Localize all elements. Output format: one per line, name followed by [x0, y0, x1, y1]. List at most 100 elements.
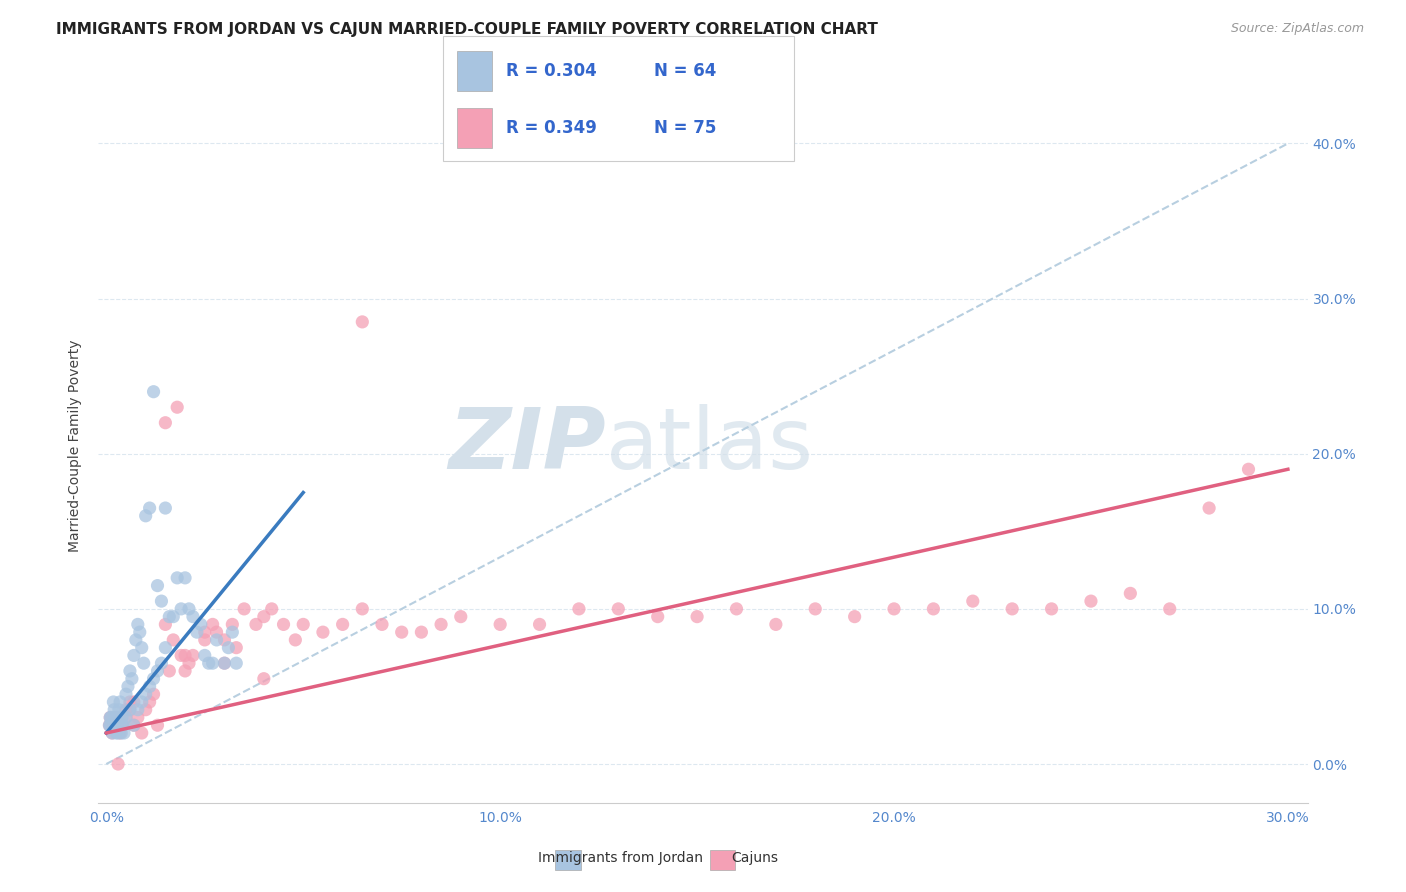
Point	[118, 695, 141, 709]
Point	[138, 680, 160, 694]
Text: Immigrants from Jordan: Immigrants from Jordan	[538, 851, 703, 865]
Point	[166, 401, 188, 415]
Point	[142, 672, 165, 686]
Point	[146, 579, 169, 593]
Text: ZIP: ZIP	[449, 404, 606, 488]
Point	[111, 718, 134, 732]
Point	[205, 625, 228, 640]
Point	[104, 710, 127, 724]
Point	[371, 617, 394, 632]
Point	[205, 632, 228, 647]
Point	[201, 617, 224, 632]
FancyBboxPatch shape	[457, 108, 492, 148]
Point	[245, 617, 267, 632]
Point	[529, 617, 551, 632]
Point	[131, 726, 153, 740]
Point	[430, 617, 453, 632]
Point	[170, 602, 193, 616]
Point	[138, 695, 160, 709]
Point	[177, 656, 200, 670]
Point	[162, 609, 184, 624]
Point	[98, 710, 121, 724]
Point	[922, 602, 945, 616]
Point	[292, 617, 315, 632]
Text: N = 64: N = 64	[654, 62, 716, 79]
Point	[131, 640, 153, 655]
Text: Cajuns: Cajuns	[731, 851, 778, 865]
Point	[118, 703, 141, 717]
Point	[1001, 602, 1024, 616]
Point	[107, 726, 129, 740]
Point	[108, 726, 131, 740]
Point	[107, 757, 129, 772]
Point	[105, 710, 128, 724]
Point	[138, 501, 160, 516]
Point	[122, 695, 145, 709]
Point	[150, 656, 173, 670]
Point	[1237, 462, 1260, 476]
Point	[1080, 594, 1102, 608]
FancyBboxPatch shape	[457, 51, 492, 91]
Point	[1198, 501, 1220, 516]
Point	[103, 703, 125, 717]
Text: atlas: atlas	[606, 404, 814, 488]
Point	[118, 703, 141, 717]
Point	[194, 625, 217, 640]
Point	[962, 594, 984, 608]
Point	[98, 718, 121, 732]
Point	[607, 602, 630, 616]
FancyBboxPatch shape	[443, 36, 794, 161]
Point	[352, 602, 374, 616]
Point	[450, 609, 472, 624]
Point	[131, 695, 153, 709]
Point	[103, 718, 125, 732]
Point	[217, 640, 239, 655]
Point	[111, 718, 134, 732]
Point	[221, 625, 243, 640]
Point	[103, 718, 125, 732]
Point	[98, 710, 121, 724]
Text: Source: ZipAtlas.com: Source: ZipAtlas.com	[1230, 22, 1364, 36]
Point	[214, 656, 236, 670]
Point	[253, 672, 276, 686]
Point	[765, 617, 787, 632]
Point	[146, 718, 169, 732]
Text: R = 0.304: R = 0.304	[506, 62, 598, 79]
Point	[117, 680, 139, 694]
Point	[194, 648, 217, 663]
Point	[260, 602, 283, 616]
Point	[186, 625, 208, 640]
Point	[883, 602, 905, 616]
Point	[155, 501, 177, 516]
Point	[115, 710, 138, 724]
Point	[100, 710, 122, 724]
Point	[804, 602, 827, 616]
Point	[174, 664, 197, 678]
Point	[105, 726, 128, 740]
Point	[233, 602, 256, 616]
Point	[181, 609, 204, 624]
Point	[115, 710, 138, 724]
Point	[332, 617, 354, 632]
Point	[1040, 602, 1063, 616]
Point	[647, 609, 669, 624]
Point	[101, 726, 124, 740]
Point	[101, 726, 124, 740]
Point	[122, 718, 145, 732]
Point	[107, 710, 129, 724]
Point	[128, 625, 150, 640]
Point	[122, 718, 145, 732]
Point	[166, 571, 188, 585]
Point	[98, 718, 121, 732]
Point	[111, 718, 134, 732]
Point	[157, 609, 180, 624]
Point	[105, 718, 128, 732]
Point	[214, 632, 236, 647]
Point	[142, 384, 165, 399]
Point	[162, 632, 184, 647]
Point	[568, 602, 591, 616]
Point	[112, 726, 135, 740]
Point	[127, 710, 149, 724]
Point	[489, 617, 512, 632]
Point	[352, 315, 374, 329]
